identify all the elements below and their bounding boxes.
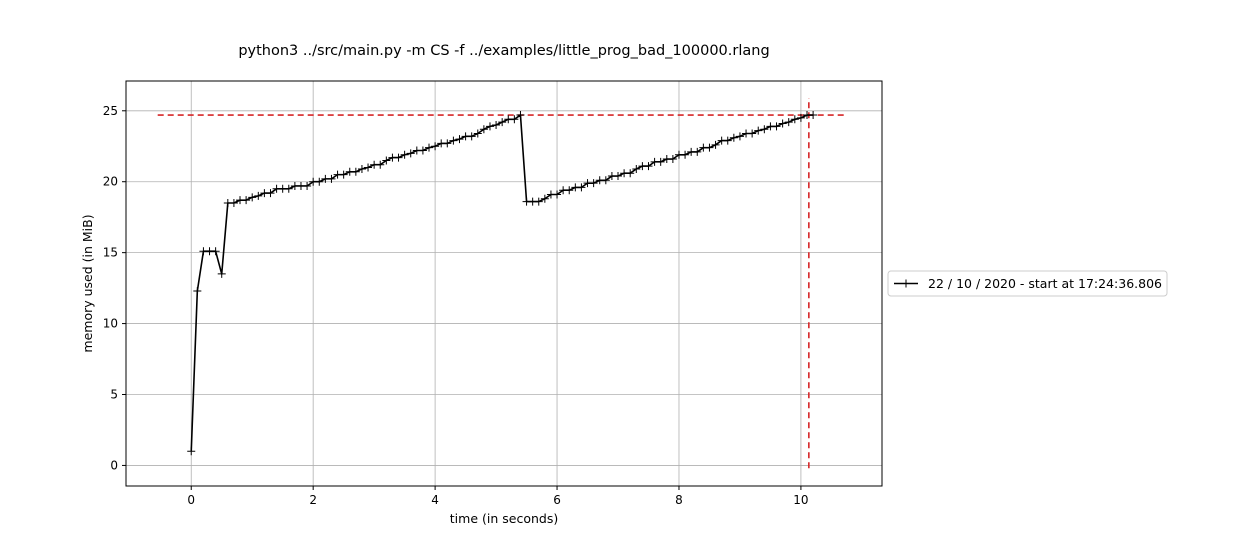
legend-label: 22 / 10 / 2020 - start at 17:24:36.806 xyxy=(928,276,1162,291)
data-point-marker xyxy=(400,150,409,159)
data-point-marker xyxy=(784,118,793,127)
data-point-marker xyxy=(498,118,507,127)
x-tick-label: 2 xyxy=(309,493,317,507)
data-point-marker xyxy=(376,160,385,169)
data-point-marker xyxy=(193,286,202,295)
data-point-marker xyxy=(254,191,263,200)
data-point-marker xyxy=(364,163,373,172)
data-point-marker xyxy=(534,197,543,206)
y-tick-label: 5 xyxy=(110,388,118,402)
data-point-marker xyxy=(748,129,757,138)
data-point-marker xyxy=(315,177,324,186)
data-point-marker xyxy=(443,139,452,148)
data-point-marker xyxy=(705,143,714,152)
data-point-marker xyxy=(723,136,732,145)
data-point-marker xyxy=(418,146,427,155)
grid-lines xyxy=(126,81,882,486)
data-point-marker xyxy=(553,190,562,199)
data-point-marker xyxy=(809,111,818,120)
data-point-marker xyxy=(303,181,312,190)
data-point-marker xyxy=(187,447,196,456)
data-point-marker xyxy=(601,176,610,185)
y-tick-label: 25 xyxy=(103,104,118,118)
data-point-marker xyxy=(577,183,586,192)
data-point-marker xyxy=(540,194,549,203)
data-point-marker xyxy=(394,153,403,162)
x-axis-label: time (in seconds) xyxy=(450,511,558,526)
legend-frame xyxy=(887,270,1168,297)
x-tick-label: 4 xyxy=(431,493,439,507)
chart-title: python3 ../src/main.py -m CS -f ../examp… xyxy=(238,43,769,59)
data-point-marker xyxy=(656,157,665,166)
data-point-marker xyxy=(796,113,805,122)
data-point-marker xyxy=(211,247,220,256)
data-point-marker xyxy=(217,269,226,278)
plot-area xyxy=(125,80,883,487)
y-tick-label: 0 xyxy=(110,458,118,472)
x-tick-label: 6 xyxy=(553,493,561,507)
data-point-marker xyxy=(693,147,702,156)
y-tick-label: 20 xyxy=(103,175,118,189)
data-point-marker xyxy=(467,132,476,141)
data-point-marker xyxy=(644,162,653,171)
data-point-marker xyxy=(681,150,690,159)
data-point-marker xyxy=(266,189,275,198)
data-point-marker xyxy=(485,122,494,131)
data-point-marker xyxy=(382,156,391,165)
data-point-marker xyxy=(425,143,434,152)
data-point-marker xyxy=(406,149,415,158)
y-tick-label: 10 xyxy=(103,317,118,331)
data-point-marker xyxy=(242,196,251,205)
data-point-marker xyxy=(760,125,769,134)
data-point-marker xyxy=(229,198,238,207)
data-point-marker xyxy=(565,186,574,195)
data-point-marker xyxy=(284,184,293,193)
data-point-marker xyxy=(778,119,787,128)
axis-ticks: 0 2 4 6 8 10 0 5 10 15 20 25 xyxy=(103,104,809,507)
data-point-marker xyxy=(754,126,763,135)
data-point-marker xyxy=(357,164,366,173)
series-layer xyxy=(187,111,818,456)
data-point-marker xyxy=(772,122,781,131)
series-line xyxy=(190,114,814,452)
data-point-marker xyxy=(455,135,464,144)
data-point-marker xyxy=(492,120,501,129)
data-point-marker xyxy=(510,115,519,124)
peak-markers xyxy=(157,98,847,469)
data-point-marker xyxy=(431,142,440,151)
data-point-marker xyxy=(473,129,482,138)
data-point-marker xyxy=(632,164,641,173)
data-point-marker xyxy=(449,136,458,145)
data-point-marker xyxy=(339,170,348,179)
data-point-marker xyxy=(729,133,738,142)
y-tick-label: 15 xyxy=(103,246,118,260)
x-tick-label: 10 xyxy=(793,493,808,507)
x-tick-label: 8 xyxy=(675,493,683,507)
data-point-marker xyxy=(327,174,336,183)
data-point-marker xyxy=(790,115,799,124)
legend: 22 / 10 / 2020 - start at 17:24:36.806 xyxy=(887,270,1168,297)
data-point-marker xyxy=(479,125,488,134)
y-axis-label: memory used (in MiB) xyxy=(80,214,95,352)
data-point-marker xyxy=(248,193,257,202)
data-point-marker xyxy=(516,111,525,120)
data-point-marker xyxy=(351,167,360,176)
data-point-marker xyxy=(711,140,720,149)
data-point-marker xyxy=(735,132,744,141)
x-tick-label: 0 xyxy=(187,493,195,507)
data-point-marker xyxy=(626,169,635,178)
data-point-marker xyxy=(668,155,677,164)
data-point-marker xyxy=(589,179,598,188)
data-point-marker xyxy=(614,172,623,181)
